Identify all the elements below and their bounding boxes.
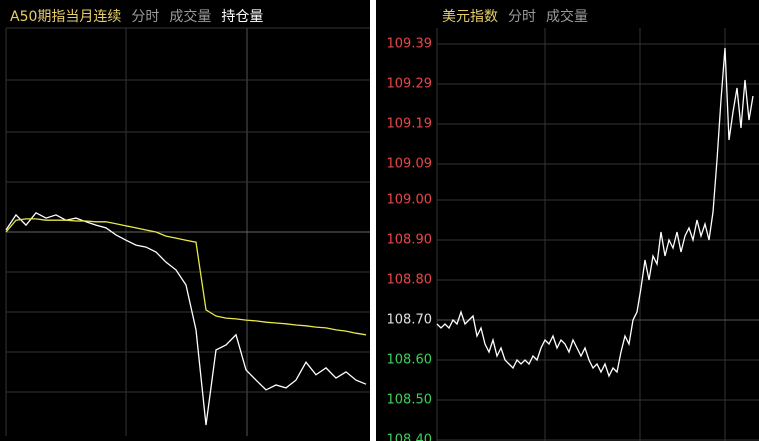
y-tick-label: 109.00 <box>387 193 433 208</box>
y-tick-label: 109.19 <box>387 117 433 132</box>
y-tick-label: 109.09 <box>387 157 433 172</box>
header-tab: A50期指当月连续 <box>10 8 121 25</box>
y-tick-label: 108.70 <box>387 313 433 328</box>
y-tick-label: 108.60 <box>387 353 433 368</box>
price-line <box>436 47 754 378</box>
left-grid <box>5 27 370 436</box>
y-tick-label: 109.39 <box>387 37 433 52</box>
y-tick-label: 109.29 <box>387 77 433 92</box>
price-line <box>5 218 367 336</box>
header-tab: 美元指数 <box>442 9 498 25</box>
y-tick-label: 108.90 <box>387 233 433 248</box>
header-tab: 成交量 <box>169 8 211 25</box>
right-grid <box>436 28 726 441</box>
right-panel <box>376 0 759 441</box>
y-tick-label: 108.40 <box>387 433 433 441</box>
header-tab: 分时 <box>508 9 536 25</box>
header-tab: 持仓量 <box>221 9 263 25</box>
y-tick-label: 108.80 <box>387 273 433 288</box>
header-tab: 成交量 <box>546 8 588 25</box>
header-tab: 分时 <box>131 9 159 25</box>
y-tick-label: 108.50 <box>387 393 433 408</box>
